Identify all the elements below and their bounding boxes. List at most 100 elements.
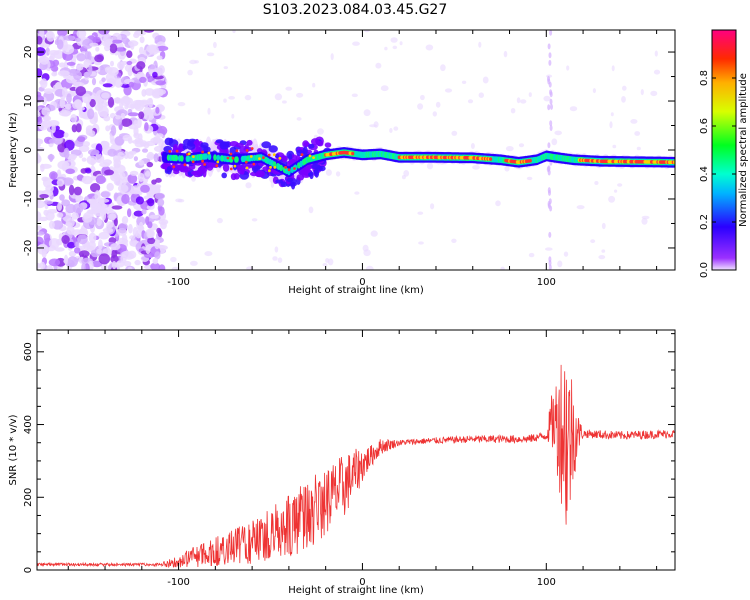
heatmap-blob [135, 230, 142, 239]
heatmap-hotspot [284, 166, 287, 169]
heatmap-blob [37, 152, 40, 164]
heatmap-blob [104, 44, 111, 52]
heatmap-blob [166, 166, 172, 175]
heatmap-blob [151, 179, 157, 185]
heatmap-blob [363, 109, 371, 117]
heatmap-blob [37, 68, 43, 78]
heatmap-blob [190, 260, 198, 266]
heatmap-blob [96, 248, 102, 255]
heatmap-blob [322, 263, 328, 267]
heatmap-blob [62, 87, 68, 98]
heatmap-blob [126, 50, 133, 58]
heatmap-blob [100, 262, 108, 270]
heatmap-blob [39, 56, 50, 65]
heatmap-blob [56, 169, 62, 178]
heatmap-blob [255, 170, 266, 178]
heatmap-blob [206, 52, 215, 57]
heatmap-blob [48, 138, 56, 144]
heatmap-blob [614, 189, 618, 193]
heatmap-blob [81, 157, 87, 162]
heatmap-blob [549, 205, 553, 212]
heatmap-blob [170, 256, 177, 263]
heatmap-blob [403, 170, 410, 177]
heatmap-blob [244, 94, 252, 101]
heatmap-blob [144, 122, 149, 132]
heatmap-blob [103, 34, 113, 46]
heatmap-blob [42, 115, 52, 122]
heatmap-blob [101, 92, 110, 99]
heatmap-blob [97, 197, 105, 204]
heatmap-blob [478, 92, 484, 98]
heatmap-blob [82, 214, 93, 223]
heatmap-blob [272, 256, 278, 261]
heatmap-blob [37, 146, 45, 152]
heatmap-blob [282, 100, 287, 104]
heatmap-blob [245, 182, 252, 189]
heatmap-hotspot [273, 166, 277, 169]
heatmap-blob [37, 231, 45, 236]
heatmap-blob [139, 76, 147, 83]
heatmap-blob [56, 39, 64, 50]
heatmap-blob [106, 182, 114, 192]
heatmap-hotspot [183, 163, 187, 167]
heatmap-hotspot [201, 150, 205, 154]
heatmap-blob [93, 111, 98, 123]
heatmap-blob [109, 43, 118, 54]
heatmap-blob [107, 96, 115, 108]
heatmap-hotspot [233, 164, 237, 168]
heatmap-blob [130, 42, 135, 50]
heatmap-blob [153, 153, 159, 163]
heatmap-blob [120, 83, 131, 88]
heatmap-blob [75, 241, 80, 248]
heatmap-blob [74, 99, 83, 109]
heatmap-blob [223, 98, 227, 103]
heatmap-blob [139, 36, 145, 44]
heatmap-blob [45, 184, 54, 193]
heatmap-blob [354, 191, 360, 195]
heatmap-blob [118, 222, 128, 231]
heatmap-blob [57, 202, 62, 211]
heatmap-blob [296, 174, 305, 181]
heatmap-blob [146, 229, 154, 239]
heatmap-blob [88, 232, 97, 244]
heatmap-blob [73, 81, 85, 87]
heatmap-blob [547, 43, 551, 50]
heatmap-blob [548, 81, 552, 88]
heatmap-blob [147, 98, 153, 104]
heatmap-blob [470, 143, 475, 149]
heatmap-hotspot [269, 165, 272, 169]
heatmap-hotspot [235, 149, 239, 153]
heatmap-blob [67, 256, 78, 267]
heatmap-blob [641, 215, 650, 220]
heatmap-blob [482, 76, 489, 84]
heatmap-blob [590, 239, 596, 244]
heatmap-blob [144, 170, 151, 177]
heatmap-blob [231, 113, 235, 119]
heatmap-blob [390, 37, 398, 43]
heatmap-blob [505, 146, 514, 152]
heatmap-blob [101, 141, 110, 149]
heatmap-blob [230, 173, 237, 181]
heatmap-blob [100, 191, 111, 198]
heatmap-blob [83, 242, 91, 251]
heatmap-blob [417, 211, 424, 215]
heatmap-blob [389, 128, 393, 133]
heatmap-blob [621, 96, 626, 103]
heatmap-blob [66, 93, 72, 104]
heatmap-blob [138, 221, 144, 231]
heatmap-blob [72, 203, 84, 214]
x-tick-label: 100 [537, 277, 556, 288]
heatmap-blob [557, 260, 563, 268]
heatmap-blob [113, 217, 118, 227]
x-tick-label: 0 [359, 277, 365, 288]
heatmap-blob [399, 41, 403, 46]
heatmap-blob [83, 71, 90, 78]
heatmap-blob [130, 185, 142, 195]
heatmap-blob [92, 36, 101, 43]
heatmap-blob [132, 99, 144, 105]
heatmap-blob [111, 205, 123, 210]
heatmap-blob [67, 241, 76, 249]
heatmap-blob [103, 115, 111, 122]
heatmap-blob [149, 214, 160, 219]
heatmap-blob [90, 183, 101, 193]
